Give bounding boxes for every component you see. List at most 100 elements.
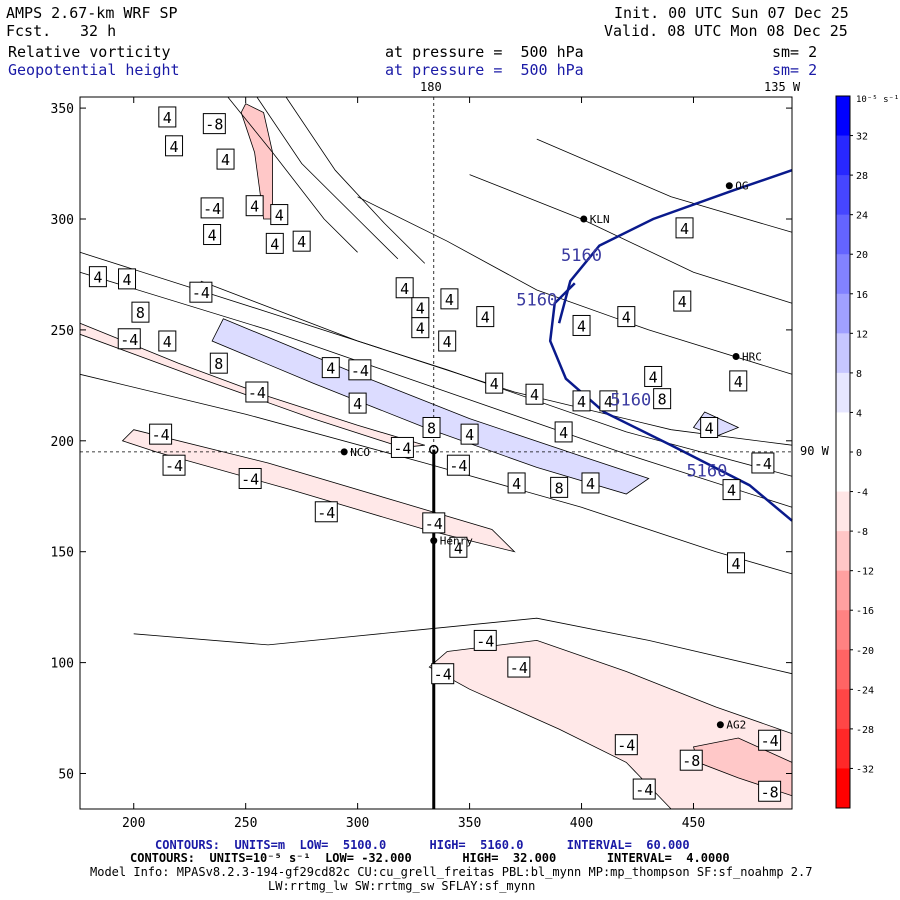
station-label: AG2	[726, 719, 746, 732]
vorticity-label-box	[485, 372, 504, 394]
plot-frame	[79, 96, 793, 810]
vorticity-label-text: 4	[678, 293, 687, 311]
vorticity-label: -4	[446, 454, 470, 476]
vorticity-label-box	[165, 135, 184, 157]
vorticity-label: -4	[149, 423, 173, 445]
vorticity-label-text: 4	[163, 333, 172, 351]
vorticity-label: 4	[440, 288, 459, 310]
vorticity-label: 4	[270, 204, 289, 226]
vorticity-label-text: 4	[353, 395, 362, 413]
vorticity-label: 4	[165, 135, 184, 157]
vorticity-label: 4	[118, 268, 137, 290]
cross-section-marker	[429, 444, 439, 455]
colorbar-label: -20	[856, 646, 874, 657]
footer-model-info-2: LW:rrtmg_lw SW:rrtmg_sw SFLAY:sf_mynn	[268, 879, 536, 893]
colorbar-segment	[836, 610, 850, 651]
vorticity-label-box	[617, 306, 636, 328]
vorticity-label-text: 4	[577, 393, 586, 411]
x-tick-label: 350	[458, 816, 481, 831]
vorticity-label-text: -4	[241, 471, 259, 489]
vorticity-label: 4	[449, 536, 468, 558]
vorticity-label-text: -4	[434, 666, 452, 684]
vorticity-label-text: -4	[510, 659, 528, 677]
model-title: AMPS 2.67-km WRF SP	[6, 4, 178, 22]
y-tick-label: 200	[51, 435, 74, 450]
vorticity-label: 8	[653, 388, 672, 410]
vorticity-label-text: 4	[416, 320, 425, 338]
vorticity-label-box	[727, 552, 746, 574]
vorticity-label-box	[270, 204, 289, 226]
vorticity-label-box	[679, 749, 703, 771]
vorticity-label-box	[632, 778, 656, 800]
vorticity-label: 4	[460, 423, 479, 445]
vorticity-label-box	[599, 390, 618, 412]
vorticity-label-box	[245, 195, 264, 217]
colorbar-label: 12	[856, 329, 868, 340]
colorbar-segment	[836, 531, 850, 572]
vorticity-label-box	[162, 454, 186, 476]
vorticity-label-text: -4	[351, 362, 369, 380]
vorticity-label: 4	[507, 472, 526, 494]
vorticity-label: -4	[200, 197, 224, 219]
colorbar-segment	[836, 768, 850, 809]
vorticity-label-box	[554, 421, 573, 443]
vorticity-label-box	[292, 230, 311, 252]
vorticity-label-box	[751, 452, 775, 474]
vorticity-label-text: 4	[559, 424, 568, 442]
y-tick-label: 100	[51, 657, 74, 672]
station-label: HRC	[742, 351, 762, 364]
vorticity-label-box	[158, 330, 177, 352]
vorticity-label-box	[476, 306, 495, 328]
vorticity-label-box	[572, 314, 591, 336]
x-tick-label: 200	[122, 816, 145, 831]
reference-lines	[80, 97, 792, 809]
colorbar-label: -16	[856, 606, 874, 617]
colorbar-segment	[836, 135, 850, 176]
field-vorticity-label: Relative vorticity	[8, 43, 171, 61]
station-markers: KLN HRC NCO Henry AG2 OG	[340, 180, 762, 732]
forecast-label: Fcst.	[6, 22, 52, 40]
colorbar-label: -32	[856, 764, 874, 775]
vorticity-contour-line	[79, 373, 793, 575]
vorticity-contour-line	[133, 617, 793, 675]
vorticity-label-box	[118, 268, 137, 290]
vorticity-label: -8	[758, 780, 782, 802]
colorbar-label: 24	[856, 211, 868, 222]
vorticity-label-text: 4	[163, 109, 172, 127]
vorticity-label-box	[614, 734, 638, 756]
vorticity-label-text: -4	[203, 200, 221, 218]
vorticity-label-box	[158, 106, 177, 128]
valid-time: Valid. 08 UTC Mon 08 Dec 25	[604, 22, 848, 40]
vorticity-label-text: 4	[416, 300, 425, 318]
vorticity-label: 4	[644, 365, 663, 387]
colorbar-segment	[836, 372, 850, 413]
vorticity-label-box	[238, 468, 262, 490]
vorticity-label: -4	[314, 501, 338, 523]
vorticity-label: 4	[700, 416, 719, 438]
vorticity-contour-line	[285, 96, 426, 264]
vorticity-label-box	[550, 476, 569, 498]
vorticity-label: -8	[202, 113, 226, 135]
vorticity-label: -4	[507, 656, 531, 678]
vorticity-contours	[79, 96, 793, 675]
colorbar-segment	[836, 491, 850, 532]
height-contour-label: 5160	[686, 461, 727, 481]
vorticity-label-text: -4	[617, 737, 635, 755]
smoothing-label-1: sm= 2	[772, 43, 818, 61]
vorticity-label: 8	[131, 301, 150, 323]
vorticity-band	[240, 103, 274, 220]
vorticity-label-box	[395, 277, 414, 299]
vorticity-label-text: 4	[622, 309, 631, 327]
vorticity-label-box	[758, 729, 782, 751]
vorticity-label: 4	[216, 148, 235, 170]
vorticity-label: -4	[390, 436, 414, 458]
vorticity-label-text: 8	[427, 419, 436, 437]
vorticity-label-box	[149, 423, 173, 445]
colorbar-segment	[836, 570, 850, 611]
vorticity-label-text: 4	[530, 386, 539, 404]
vorticity-label-text: 4	[250, 198, 259, 216]
vorticity-label-text: -4	[393, 439, 411, 457]
colorbar-label: -4	[856, 488, 868, 499]
colorbar-unit: 10⁻⁵ s⁻¹	[856, 95, 899, 105]
